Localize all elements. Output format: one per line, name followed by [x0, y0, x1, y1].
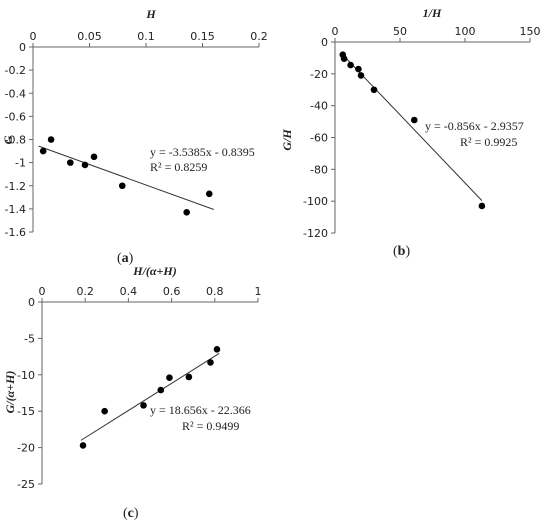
panel-label: (b)	[393, 244, 410, 259]
y-tick-label: -100	[303, 195, 328, 208]
y-tick-label: -0.4	[5, 87, 26, 100]
x-tick-label: 0.1	[137, 30, 155, 43]
y-tick-label: -60	[310, 132, 328, 145]
y-tick-label: -15	[17, 405, 35, 418]
data-point	[355, 65, 362, 73]
data-point	[340, 55, 348, 63]
y-tick-label: -120	[303, 227, 328, 240]
data-point	[183, 209, 190, 216]
y-tick-label: -25	[17, 478, 35, 491]
panel-label-letter: c	[128, 506, 134, 521]
y-axis-title: G/H	[280, 129, 294, 151]
y-tick-label: -20	[310, 68, 328, 81]
y-tick-label: 0	[28, 296, 35, 309]
y-tick-label: -0.2	[5, 64, 26, 77]
x-tick-label: 50	[393, 25, 407, 38]
y-tick-label: -0.8	[5, 134, 26, 147]
y-axis-title: G	[1, 135, 15, 144]
data-point	[66, 159, 74, 166]
trendline	[341, 53, 483, 201]
y-tick-label: -20	[17, 442, 35, 455]
x-tick-label: 0.6	[163, 285, 181, 298]
data-point	[140, 402, 147, 409]
x-tick-label: 0.2	[76, 285, 94, 298]
panel-label-paren-close: )	[134, 506, 139, 521]
data-point	[101, 407, 108, 415]
x-tick-label: 100	[455, 25, 476, 38]
r-squared-label: R² = 0.9499	[182, 419, 239, 433]
y-tick-label: -1.2	[5, 180, 26, 193]
x-axis-title: H	[145, 7, 156, 21]
y-tick-label: -40	[310, 100, 328, 113]
trendline	[80, 353, 220, 441]
panel-label: (c)	[123, 506, 139, 521]
x-tick-label: 0.15	[190, 30, 215, 43]
trendline-equation: y = -0.856x - 2.9357	[425, 119, 524, 133]
y-tick-label: -80	[310, 163, 328, 176]
r-squared-label: R² = 0.8259	[150, 160, 207, 174]
data-point	[370, 86, 378, 94]
data-point	[207, 359, 214, 366]
x-tick-label: 0.4	[120, 285, 138, 298]
x-tick-label: 0	[39, 285, 46, 298]
panel-label-letter: b	[398, 244, 406, 259]
data-point	[79, 442, 87, 449]
x-tick-label: 0	[332, 25, 339, 38]
panel-label-paren-close: )	[405, 244, 410, 259]
y-tick-label: 0	[321, 36, 328, 49]
panel-label-paren-open: (	[123, 506, 128, 521]
y-tick-label: -1	[15, 157, 26, 170]
data-point	[157, 386, 165, 394]
panel-label-paren-open: (	[393, 244, 398, 259]
panel-label: (a)	[117, 251, 134, 266]
chart-panel-c: 0 0.2 0.4 0.6 0.8 1 0 -5 -10 -15 -20 -25 H/(α+H) G/(α…	[3, 264, 262, 521]
data-point	[205, 190, 213, 198]
data-point	[185, 373, 193, 381]
data-point	[213, 346, 221, 353]
data-point	[478, 202, 486, 210]
y-tick-label: -0.6	[5, 110, 26, 123]
y-tick-label: -1.4	[5, 203, 26, 216]
data-point	[118, 182, 126, 190]
r-squared-label: R² = 0.9925	[460, 135, 517, 149]
y-tick-label: -5	[24, 332, 35, 345]
panel-label-paren-open: (	[117, 251, 122, 266]
x-axis-title: H/(α+H)	[132, 264, 176, 278]
y-tick-label: 0	[19, 41, 26, 54]
x-tick-label: 1	[255, 285, 262, 298]
y-tick-label: -10	[17, 369, 35, 382]
chart-panel-b: 0 50 100 150 0 -20 -40 -60 -80 -100 -120 1/H G/H y = …	[280, 6, 541, 259]
data-point	[81, 161, 89, 169]
panel-label-paren-close: )	[129, 251, 134, 266]
panel-label-letter: a	[122, 251, 129, 266]
data-point	[166, 374, 173, 382]
y-axis-title: G/(α+H)	[3, 371, 17, 414]
chart-panel-a: 0 0.05 0.1 0.15 0.2 0 -0.2 -0.4 -0.6 -0.8 -1 -1.2 -1…	[1, 7, 268, 266]
x-tick-label: 0.2	[250, 30, 268, 43]
data-point	[357, 72, 365, 79]
trendline	[38, 145, 214, 210]
data-point	[90, 153, 98, 161]
data-point	[411, 116, 418, 124]
trendline-equation: y = -3.5385x - 0.8395	[150, 145, 255, 159]
x-tick-label: 150	[520, 25, 541, 38]
x-tick-label: 0.8	[206, 285, 224, 298]
data-point	[347, 61, 354, 69]
x-axis-title: 1/H	[423, 6, 442, 20]
y-tick-label: -1.6	[5, 226, 26, 239]
x-tick-label: 0	[30, 30, 37, 43]
data-point	[39, 147, 47, 155]
x-tick-label: 0.05	[77, 30, 102, 43]
trendline-equation: y = 18.656x - 22.366	[150, 403, 251, 417]
data-point	[47, 136, 55, 143]
